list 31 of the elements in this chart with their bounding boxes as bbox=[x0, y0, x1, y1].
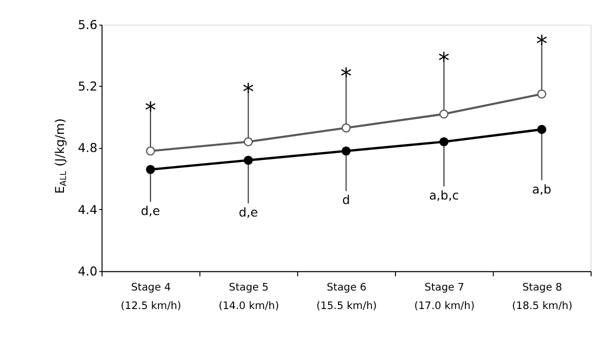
x-tick-label: Stage 5 (14.0 km/h) bbox=[218, 281, 279, 312]
annotation: d bbox=[342, 193, 350, 208]
point bbox=[342, 123, 351, 132]
point bbox=[537, 89, 546, 99]
y-axis-title: EALL (J/kg/m) bbox=[52, 118, 68, 194]
annotation: * bbox=[242, 79, 254, 106]
x-tick-label: Stage 7 (17.0 km/h) bbox=[414, 281, 475, 312]
point bbox=[537, 124, 546, 134]
annotation: a,b bbox=[532, 182, 552, 196]
point bbox=[244, 156, 253, 165]
y-tick-label: 5.2 bbox=[78, 80, 98, 94]
point bbox=[439, 137, 448, 146]
y-tick-label: 4.4 bbox=[78, 202, 98, 217]
point bbox=[244, 137, 253, 146]
x-tick-label: Stage 8 (18.5 km/h) bbox=[512, 281, 572, 312]
annotation: a,b,c bbox=[429, 188, 459, 203]
y-tick-label: 5.6 bbox=[78, 18, 98, 32]
point bbox=[146, 164, 156, 174]
x-tick-label: Stage 4 (12.5 km/h) bbox=[120, 281, 182, 312]
annotation: * bbox=[340, 64, 352, 90]
x-tick-label: Stage 6 (15.5 km/h) bbox=[316, 281, 377, 312]
annotation: * bbox=[536, 32, 548, 58]
annotation: d,e bbox=[238, 206, 258, 220]
annotation: d,e bbox=[140, 204, 160, 218]
annotation: * bbox=[438, 48, 450, 75]
point bbox=[342, 146, 351, 156]
annotation: * bbox=[144, 98, 156, 124]
point bbox=[439, 110, 448, 119]
y-tick-label: 4.0 bbox=[78, 264, 98, 278]
point bbox=[146, 146, 156, 156]
y-tick-label: 4.8 bbox=[78, 141, 98, 156]
